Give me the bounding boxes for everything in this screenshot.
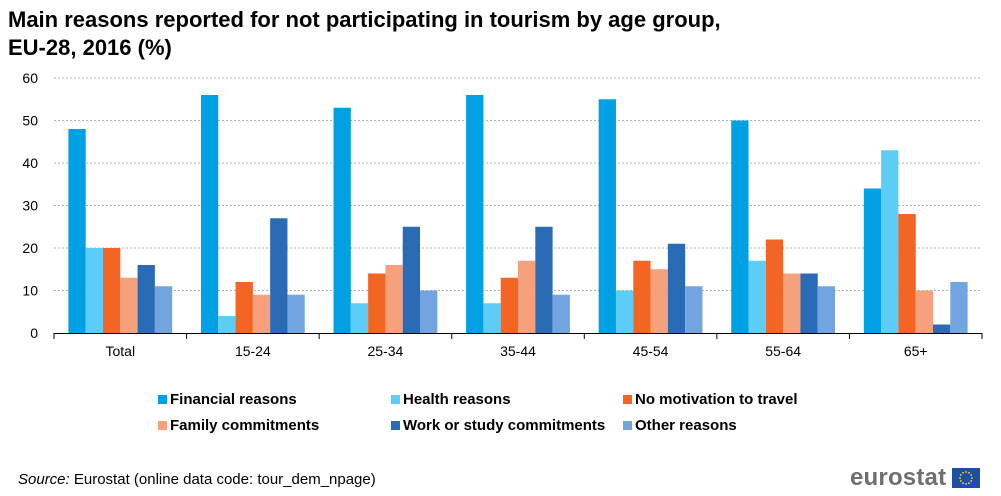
bar-chart: 0 10 20 30 40 50 60 Total 15-24 25-34 35-44 45-54 55… (22, 70, 983, 434)
bar (500, 277, 518, 333)
bar (881, 150, 899, 333)
y-tick-label: 10 (22, 283, 38, 299)
legend-label: Work or study commitments (403, 417, 605, 434)
y-tick-label: 60 (22, 70, 38, 86)
source-note: Source: Eurostat (online data code: tour… (18, 471, 376, 488)
legend-swatch (158, 421, 167, 430)
bar (950, 282, 968, 333)
source-label: Source: (18, 471, 70, 488)
legend-swatch (391, 421, 400, 430)
y-tick-label: 50 (22, 113, 38, 129)
chart-title-line1: Main reasons reported for not participat… (8, 7, 721, 32)
bar (218, 316, 236, 333)
bar (137, 265, 155, 333)
bar (385, 265, 403, 333)
x-tick-label: 65+ (904, 343, 928, 359)
bar (535, 226, 553, 333)
bar (368, 273, 386, 333)
bar (85, 248, 103, 333)
y-tick-label: 40 (22, 155, 38, 171)
legend-label: Family commitments (170, 417, 319, 434)
source-text: Eurostat (online data code: tour_dem_npa… (69, 471, 376, 488)
bar (552, 294, 570, 333)
eurostat-logo-text: eurostat (850, 464, 947, 491)
bar (68, 129, 86, 333)
legend-swatch (623, 421, 632, 430)
bar (270, 218, 288, 333)
legend-swatch (391, 395, 400, 404)
bar (933, 324, 951, 333)
bar (235, 282, 253, 333)
bar (333, 107, 351, 333)
legend-swatch (623, 395, 632, 404)
bar (731, 120, 749, 333)
bar (252, 294, 271, 333)
legend-swatch (158, 395, 167, 404)
bar (817, 286, 836, 333)
y-tick-label: 0 (30, 325, 38, 341)
bar (915, 290, 934, 333)
bar (483, 303, 501, 333)
bar (633, 260, 651, 333)
legend-label: No motivation to travel (635, 391, 798, 408)
bar (200, 95, 219, 333)
bar (350, 303, 369, 333)
x-tick-label: 45-54 (633, 343, 669, 359)
bar (783, 273, 801, 333)
bar (518, 260, 536, 333)
chart-title-line2: EU-28, 2016 (%) (8, 35, 172, 60)
chart-title: Main reasons reported for not participat… (8, 6, 908, 62)
bar (748, 260, 766, 333)
x-tick-label: 15-24 (235, 343, 271, 359)
bar (898, 214, 916, 333)
x-tick-label: Total (105, 343, 135, 359)
bar (765, 239, 784, 333)
bar (667, 243, 686, 333)
y-tick-label: 20 (22, 240, 38, 256)
bar (615, 290, 634, 333)
y-tick-label: 30 (22, 198, 38, 214)
x-tick-label: 55-64 (765, 343, 801, 359)
legend-label: Other reasons (635, 417, 737, 434)
bar (863, 188, 882, 333)
eurostat-logo: eurostat (850, 464, 981, 492)
bar (800, 273, 818, 333)
bar (466, 95, 484, 333)
bar (120, 277, 138, 333)
eu-flag-icon (952, 468, 981, 488)
bar (598, 99, 616, 333)
bar (154, 286, 173, 333)
legend-label: Health reasons (403, 391, 511, 408)
bar (102, 248, 121, 333)
bar (420, 290, 438, 333)
bar (402, 226, 421, 333)
bar (685, 286, 703, 333)
x-tick-label: 35-44 (500, 343, 536, 359)
x-tick-label: 25-34 (368, 343, 404, 359)
legend-label: Financial reasons (170, 391, 297, 408)
bar (287, 294, 305, 333)
bar (650, 269, 668, 333)
